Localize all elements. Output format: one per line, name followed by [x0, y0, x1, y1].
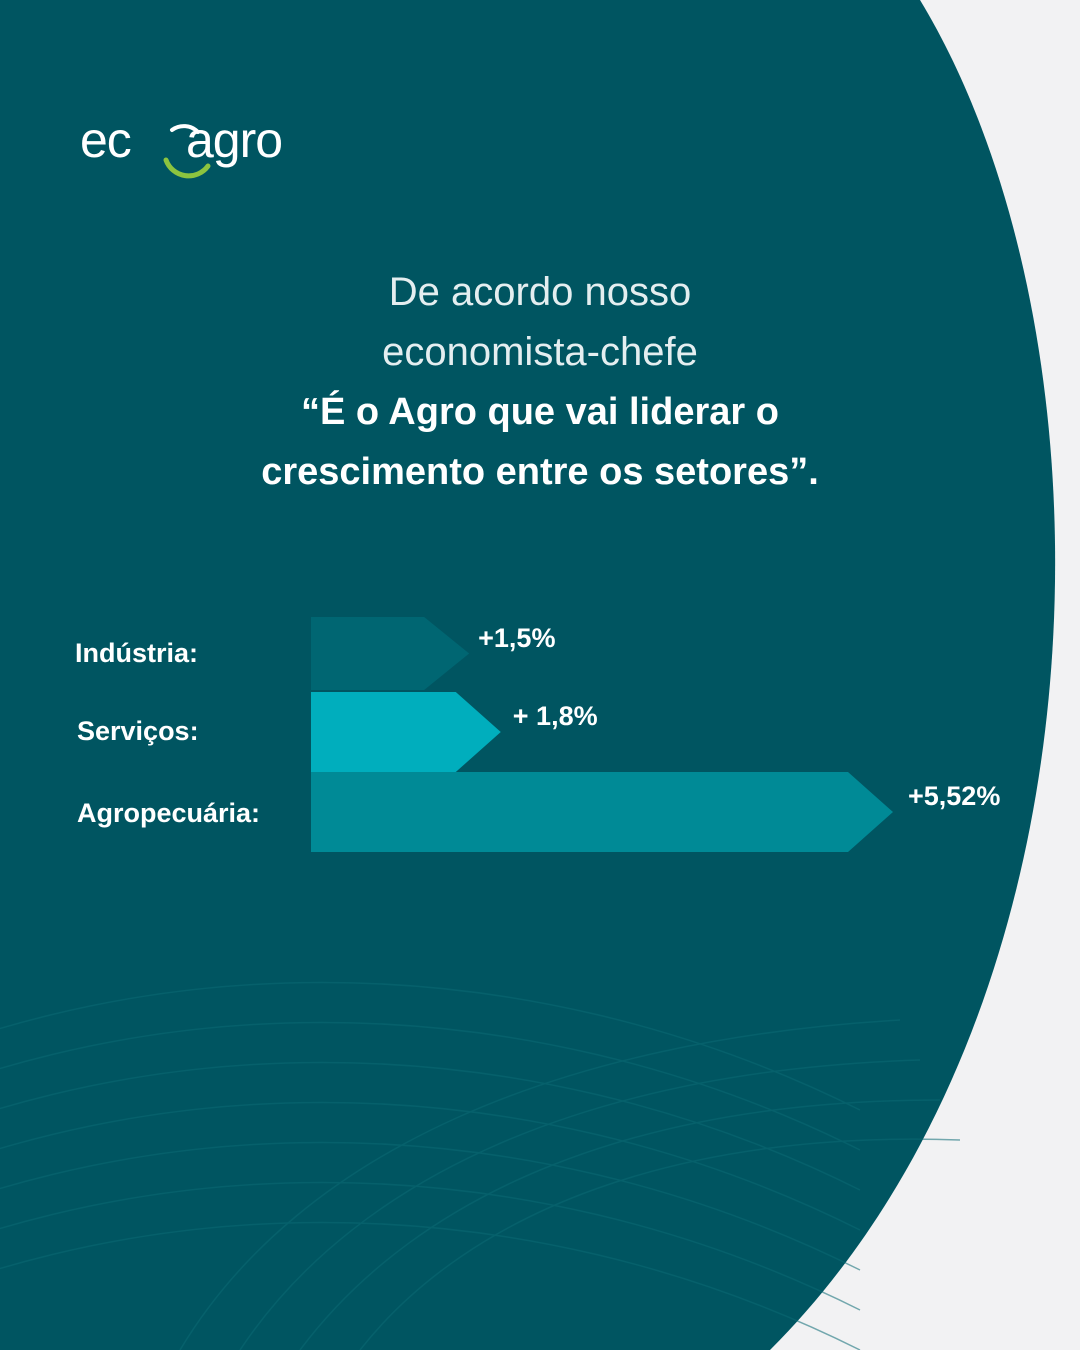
- teal-panel-shape: [0, 0, 1056, 1350]
- logo-graphic: [163, 124, 211, 179]
- logo-text-left: ec: [80, 112, 132, 168]
- headline-line-2: economista-chefe: [382, 330, 698, 374]
- category-label-1: Indústria:: [75, 637, 199, 668]
- headline-line-1: De acordo nosso: [388, 270, 692, 314]
- recycle-arc-icon: [170, 124, 200, 134]
- value-label-2: + 1,8%: [512, 701, 598, 731]
- bar-1: [311, 617, 470, 690]
- headline: De acordo nosso economista-chefe “É o Ag…: [140, 262, 940, 502]
- ecoagro-logo: ec agro: [80, 108, 320, 188]
- logo-text-right: agro: [186, 112, 283, 168]
- headline-quote-line-2: crescimento entre os setores”.: [261, 451, 819, 493]
- value-label-1: +1,5%: [478, 622, 556, 653]
- decorative-arcs: [0, 981, 961, 1350]
- category-label-2: Serviços:: [77, 716, 199, 746]
- headline-quote-line-1: “É o Agro que vai liderar o: [301, 391, 779, 433]
- value-label-3: +5,52%: [908, 781, 1001, 811]
- bar-3: [311, 772, 893, 852]
- category-label-3: Agropecuária:: [77, 798, 261, 828]
- bar-2: [311, 692, 501, 772]
